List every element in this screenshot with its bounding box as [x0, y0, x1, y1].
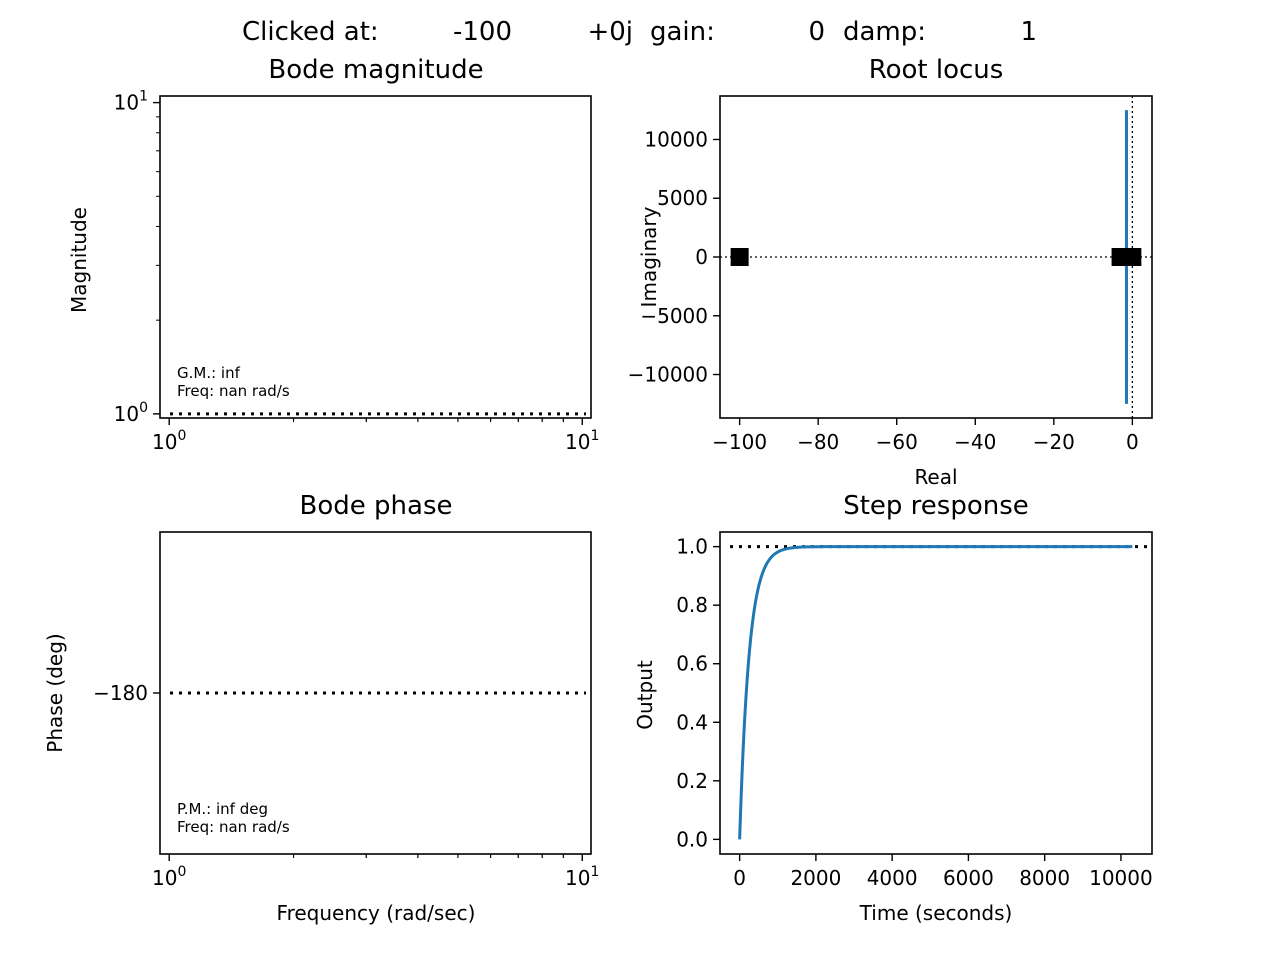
bode-phase-frame: [159, 531, 592, 855]
step-response-frame: [719, 531, 1153, 855]
click-readout: Clicked at: -100 +0j gain: 0 damp: 1: [242, 17, 1037, 47]
y-tick-label: 0.0: [676, 827, 708, 851]
bode-mag-y-ticks: 100 101: [114, 89, 160, 426]
x-tick-label: 2000: [790, 866, 841, 890]
x-tick-label: 0: [733, 866, 746, 890]
x-tick-label: 4000: [867, 866, 918, 890]
x-tick-label: 101: [565, 428, 599, 454]
root-locus-y-ticks: 10000 5000 0 −5000 −10000: [628, 127, 720, 387]
x-tick-label: 100: [152, 864, 186, 890]
y-tick-label: −10000: [628, 363, 708, 387]
y-tick-label: −180: [93, 681, 148, 705]
x-tick-label: 100: [152, 428, 186, 454]
phase-axis-label: Phase (deg): [43, 633, 67, 752]
real-axis-label: Real: [914, 465, 957, 489]
root-locus-x-ticks: −100 −80 −60 −40 −20 0: [712, 418, 1139, 454]
gain-label: gain:: [650, 17, 715, 47]
y-tick-label: 0.6: [676, 652, 708, 676]
bode-magnitude-title: Bode magnitude: [268, 55, 483, 85]
y-tick-exponent: 1: [139, 89, 148, 105]
phase-margin-freq-text: Freq: nan rad/s: [177, 818, 290, 836]
y-tick-label: 0.4: [676, 710, 708, 734]
magnitude-axis-label: Magnitude: [67, 207, 91, 313]
x-tick-label: −60: [876, 430, 918, 454]
clicked-real-value: -100: [453, 17, 512, 47]
step-y-ticks: 0.0 0.2 0.4 0.6 0.8 1.0: [676, 535, 720, 851]
bode-phase-x-ticks: 100 101: [152, 854, 599, 890]
output-axis-label: Output: [633, 660, 657, 730]
clicked-at-label: Clicked at:: [242, 17, 379, 47]
x-tick-exponent: 0: [177, 428, 186, 444]
bode-phase-title: Bode phase: [300, 491, 453, 521]
x-tick-label: −20: [1033, 430, 1075, 454]
x-tick-exponent: 1: [591, 428, 600, 444]
x-tick-label: 0: [1126, 430, 1139, 454]
clicked-imag-value: +0j: [587, 17, 633, 47]
imaginary-axis-label: Imaginary: [637, 206, 661, 307]
step-marks: [730, 545, 1147, 840]
damp-value: 1: [1020, 17, 1037, 47]
y-tick-label: 5000: [657, 186, 708, 210]
y-tick-label: 10000: [644, 127, 708, 151]
phase-margin-text: P.M.: inf deg: [177, 800, 268, 818]
bode-mag-x-ticks: 100 101: [152, 418, 599, 454]
x-tick-label: 8000: [1019, 866, 1070, 890]
y-tick-exponent: 0: [139, 400, 148, 416]
pole-marker: [1123, 248, 1142, 266]
x-tick-label: 101: [565, 864, 599, 890]
root-locus-marks: [720, 96, 1152, 418]
step-response-plot[interactable]: Step response Time (seconds) Output 0 200…: [633, 491, 1153, 925]
x-tick-label: 10000: [1089, 866, 1153, 890]
y-tick-label: 0.8: [676, 593, 708, 617]
gain-margin-text: G.M.: inf: [177, 364, 241, 382]
step-x-ticks: 0 2000 4000 6000 8000 10000: [733, 854, 1153, 890]
gain-margin-freq-text: Freq: nan rad/s: [177, 382, 290, 400]
x-tick-exponent: 1: [591, 864, 600, 880]
gain-value: 0: [808, 17, 825, 47]
bode-mag-frame: [159, 95, 592, 419]
damp-label: damp:: [843, 17, 926, 47]
y-tick-label: 100: [114, 400, 148, 426]
root-locus-frame: [719, 95, 1153, 419]
y-tick-label: 101: [114, 89, 148, 115]
root-locus-title: Root locus: [869, 55, 1004, 85]
step-response-title: Step response: [843, 491, 1029, 521]
bode-phase-plot[interactable]: Bode phase Frequency (rad/sec) Phase (de…: [43, 491, 599, 925]
pole-marker: [730, 248, 749, 266]
x-tick-label: −100: [712, 430, 767, 454]
y-tick-label: 0.2: [676, 769, 708, 793]
y-tick-label: 0: [695, 245, 708, 269]
step-response-line: [738, 545, 1133, 840]
time-axis-label: Time (seconds): [859, 901, 1013, 925]
x-tick-exponent: 0: [177, 864, 186, 880]
x-tick-label: −40: [954, 430, 996, 454]
x-tick-label: 6000: [943, 866, 994, 890]
bode-phase-y-ticks: −180: [93, 681, 160, 705]
frequency-axis-label: Frequency (rad/sec): [277, 901, 476, 925]
x-tick-label: −80: [797, 430, 839, 454]
y-tick-label: −5000: [640, 304, 708, 328]
root-locus-plot[interactable]: Root locus Real Imaginary −100 −80 −60 −40−…: [628, 55, 1153, 489]
y-tick-label: 1.0: [676, 535, 708, 559]
